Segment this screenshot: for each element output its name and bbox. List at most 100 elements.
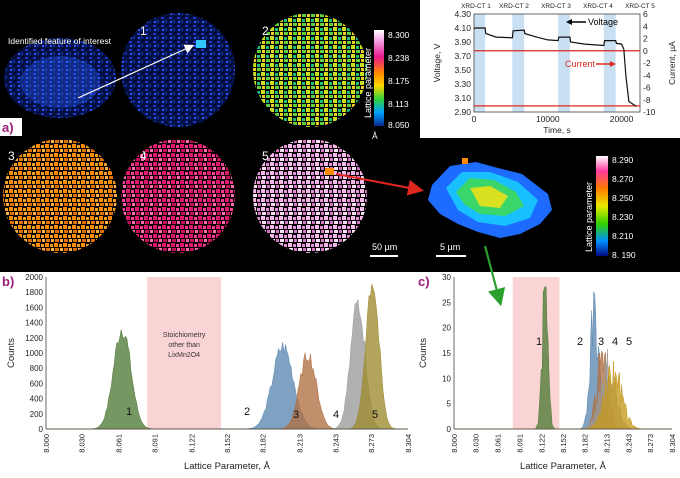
zoomed-feature-map: [428, 158, 552, 238]
panel-a-figure: Identified feature of interest 1 2 3 4 5…: [0, 0, 680, 272]
slice-4-image: [121, 139, 235, 253]
electrochem-chart: 2.90 3.10 3.30 3.50 3.70 3.90 4.10 4.30 6 4 2 0 -2 -4…: [430, 0, 680, 138]
histogram_b-ytick-8: 1600: [25, 303, 43, 312]
echem-ytick-6: 4.10: [454, 23, 471, 33]
echem-y2tick-7: -8: [643, 95, 651, 105]
panel-label-b: b): [2, 274, 14, 289]
colorbar-tick-0: 8.300: [388, 30, 410, 40]
histogram_b-shaded-region: [147, 277, 222, 429]
xrd-band-3: [603, 14, 616, 112]
histogram_c-xtick-1: 8.030: [472, 434, 481, 453]
echem-y2tick-2: 2: [643, 34, 648, 44]
colorbar-tick-4: 8.050: [388, 120, 410, 130]
histogram_b-xtick-6: 8.182: [259, 434, 268, 453]
histogram_c-series-label-3: 3: [598, 336, 604, 348]
histogram_b-series-label-5: 5: [372, 409, 378, 421]
histogram_b-xtick-3: 8.091: [150, 434, 159, 453]
histogram_b-xtick-9: 8.273: [367, 434, 376, 453]
histogram_c-xtick-2: 8.061: [494, 434, 503, 453]
colorbar-tick-2: 8.175: [388, 76, 410, 86]
histogram_c-ytick-5: 25: [442, 298, 451, 307]
slice-2-image: [253, 13, 367, 127]
histogram_b-ytick-10: 2000: [25, 273, 43, 282]
slice-5-image: [253, 139, 367, 253]
echem-y2tick-4: -2: [643, 58, 651, 68]
histogram_c-ytick-1: 5: [447, 400, 452, 409]
histogram_b-xtick-8: 8.243: [331, 434, 340, 453]
xrd-band-0: [474, 14, 486, 112]
slice-number-1: 1: [140, 24, 147, 38]
echem-ytick-4: 3.70: [454, 51, 471, 61]
xrd-label-4: XRD-CT 5: [625, 3, 655, 10]
histogram_b-xtick-4: 8.122: [187, 434, 196, 453]
panel-label-a-bg: [0, 118, 22, 136]
electrochem-frame: [473, 13, 641, 113]
histogram_b-xlabel: Lattice Parameter, Å: [184, 461, 271, 472]
colorbar-zoom-tick-3: 8.230: [612, 212, 634, 222]
histogram_c-xlabel: Lattice Parameter, Å: [520, 461, 607, 472]
histogram_c-series-label-4: 4: [612, 336, 618, 348]
slice-number-5: 5: [262, 149, 269, 163]
electrochem-bg: [430, 0, 680, 138]
colorbar-zoom-tick-1: 8.270: [612, 174, 634, 184]
histogram_c-xtick-8: 8.243: [624, 434, 633, 453]
colorbar-unit: Å: [372, 131, 378, 141]
histogram_c-ytick-6: 30: [442, 273, 451, 282]
echem-ylabel: Voltage, V: [432, 43, 442, 82]
histogram-panels: b) c) Stoichiometry other than LixMn2O4 1 2 3…: [2, 273, 677, 472]
xrd-band-2: [558, 14, 570, 112]
echem-y2tick-0: 6: [643, 9, 648, 19]
colorbar-zoom-title: Lattice parameter: [584, 182, 594, 252]
histogram_c-series-3: [454, 350, 672, 430]
histogram_c-ytick-2: 10: [442, 374, 451, 383]
histogram_b-series-4: [46, 299, 408, 430]
histogram_b-ytick-5: 1000: [25, 349, 43, 358]
histogram_b-xtick-10: 8.304: [404, 434, 413, 453]
echem-xtick-0: 0: [472, 114, 477, 124]
histogram_b-series-label-4: 4: [333, 409, 339, 421]
histogram_c-xtick-10: 8.304: [668, 434, 677, 453]
histogram_b-region-text-2: LixMn2O4: [168, 352, 200, 359]
slice-number-3: 3: [8, 149, 15, 163]
histogram_b-region-text-1: other than: [168, 342, 200, 349]
histogram_b-ytick-7: 1400: [25, 319, 43, 328]
histogram_b-ytick-6: 1200: [25, 334, 43, 343]
colorbar-zoom: [596, 156, 608, 256]
colorbar-tick-3: 8.113: [388, 99, 409, 109]
colorbar-zoom-tick-5: 8. 190: [612, 250, 636, 260]
echem-ytick-3: 3.50: [454, 65, 471, 75]
slice-1-feature-highlight: [196, 40, 206, 48]
feature-arrow: [77, 44, 195, 99]
echem-y2tick-6: -6: [643, 83, 651, 93]
histogram_c-ytick-3: 15: [442, 349, 451, 358]
histogram_c-xtick-9: 8.273: [646, 434, 655, 453]
histogram_c-series-1: [454, 285, 672, 430]
feature-of-interest-label: Identified feature of interest: [8, 36, 112, 46]
voltage-annotation-head: [566, 19, 572, 25]
histogram_b-series-label-2: 2: [244, 406, 250, 418]
xrd-label-2: XRD-CT 3: [541, 3, 571, 10]
echem-ytick-0: 2.90: [454, 107, 471, 117]
voltage-annotation: Voltage: [588, 17, 618, 27]
histogram_c-series-label-1: 1: [536, 336, 542, 348]
histogram_b-region-text-0: Stoichiometry: [163, 332, 206, 339]
slice-number-2: 2: [262, 24, 269, 38]
histogram_c-series-5: [454, 360, 672, 430]
echem-xtick-1: 10000: [536, 114, 560, 124]
histogram_c-xtick-4: 8.122: [537, 434, 546, 453]
xrd-label-3: XRD-CT 4: [583, 3, 613, 10]
3d-volume-rendering: [4, 38, 116, 118]
colorbar-title: Lattice parameter: [363, 48, 373, 118]
histogram_c-xtick-0: 8.000: [450, 434, 459, 453]
colorbar-tick-1: 8.238: [388, 53, 410, 63]
xrd-label-0: XRD-CT 1: [461, 3, 491, 10]
histogram_b-series-label-1: 1: [126, 406, 132, 418]
histogram_b-xtick-7: 8.213: [296, 434, 305, 453]
xrd-label-1: XRD-CT 2: [499, 3, 529, 10]
histogram_c-series-4: [454, 348, 672, 430]
colorbar-lattice: [374, 30, 384, 126]
panel-label-c: c): [418, 274, 430, 289]
echem-xlabel: Time, s: [543, 125, 571, 135]
histogram_c-xtick-3: 8.091: [515, 434, 524, 453]
